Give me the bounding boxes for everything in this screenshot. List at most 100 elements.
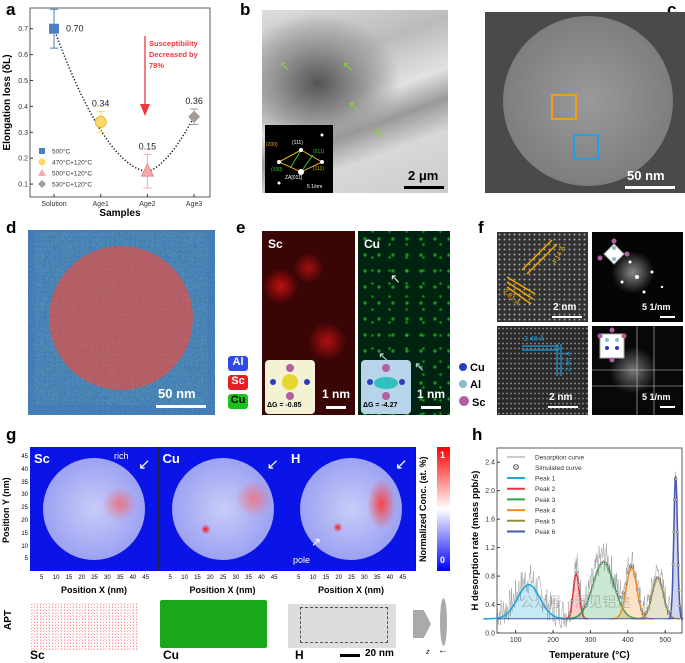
scale-bar (404, 186, 444, 189)
x-tick: 25 (348, 575, 355, 581)
arrow-icon: ↖ (342, 58, 354, 74)
x-tick: 20 (335, 575, 343, 581)
simulated-point (640, 608, 644, 612)
apt-label: APT (3, 610, 14, 630)
y-tick: 40 (21, 466, 28, 473)
arrow-icon: ↙ (138, 456, 151, 473)
x-tick-label: 400 (622, 637, 634, 644)
x-tick: 15 (194, 575, 201, 581)
scale-bar (421, 406, 441, 409)
scale-label: 2 nm (549, 392, 573, 403)
arrow-icon: ↖ (348, 98, 360, 114)
spot-label: (011) (313, 149, 325, 155)
y-tick-label: 0.3 (18, 130, 28, 137)
scale-label: 1 nm (322, 387, 351, 401)
simulated-point (620, 596, 623, 599)
simulated-point (584, 603, 587, 607)
peak-6 (667, 476, 684, 620)
spot-label: (100) (271, 167, 283, 173)
simulated-point (642, 612, 646, 615)
simulated-point (658, 578, 661, 582)
peak-2 (563, 572, 589, 620)
x-tick: 25 (91, 575, 98, 581)
simulated-point (599, 561, 603, 565)
y-tick-label: 0.4 (18, 104, 28, 111)
data-label: 0.34 (92, 99, 110, 109)
simulated-point (637, 600, 641, 603)
x-tick: 35 (245, 575, 252, 581)
hrtem-bottom: 2.43 Å 2.96 Å 2 nm (497, 326, 588, 415)
x-tick: 20 (206, 575, 214, 581)
legend-label: Cu (470, 362, 485, 374)
simulated-point (644, 611, 648, 615)
x-axis-label: Position X (nm) (189, 585, 256, 595)
scale-label: 50 nm (627, 168, 665, 183)
simulated-point (570, 599, 574, 603)
annotation-text: Decreased by (149, 50, 199, 59)
legend-label: Peak 4 (535, 508, 556, 515)
y-tick: 10 (21, 543, 28, 550)
y-tick: 45 (21, 454, 28, 460)
x-axis-label: Position X (nm) (318, 585, 384, 595)
y-tick: 35 (21, 479, 28, 486)
haadf-image: 50 nm (485, 12, 685, 193)
x-ticks: 5 10 15 20 25 30 35 40 45 (159, 575, 287, 583)
delta-g-label: ΔG = -4.27 (363, 402, 398, 409)
x-axis-label: Temperature (°C) (549, 650, 630, 661)
y-axis-label: Elongation loss (δL) (2, 54, 13, 150)
annotation-text: 78% (149, 61, 164, 70)
simulated-point (671, 562, 675, 566)
simulated-point (667, 610, 670, 614)
spot-label: (111) (313, 166, 324, 172)
simulated-point (626, 571, 630, 575)
y-ticks: 45 40 35 30 25 20 15 10 5 (16, 447, 28, 571)
x-tick-label: 200 (547, 637, 559, 644)
x-tick: 40 (386, 575, 394, 581)
simulated-point (631, 565, 635, 569)
simulated-point (675, 498, 679, 502)
panel-label-g: g (6, 425, 17, 444)
y-tick-label: 0.4 (485, 602, 495, 609)
annotation-text: Susceptibility (149, 39, 199, 48)
x-tick: 30 (361, 575, 368, 581)
map-disk (43, 458, 145, 560)
simulated-point (606, 565, 610, 569)
fft-top: 5 1/nm (592, 232, 683, 322)
legend-label: Desorption curve (535, 455, 585, 462)
arrow-icon: ↙ (395, 456, 408, 473)
legend-label: Al (470, 379, 481, 391)
arrow-icon: ↙ (266, 456, 280, 473)
data-point (49, 23, 59, 34)
simulated-point (672, 530, 676, 534)
data-point (140, 162, 155, 177)
arrow-icon: ↖ (374, 125, 386, 141)
apt-map-h: H ↙ pole ↗ (287, 447, 416, 571)
panel-label-a: a (6, 0, 16, 19)
apt-label-sc: Sc (30, 648, 45, 662)
x-axis-label: Samples (99, 208, 141, 219)
arrow-head (140, 104, 150, 116)
desorption-chart: 0.0 0.4 0.8 1.2 1.6 2.0 2.4 100 200 300 400 500 Temp… (470, 447, 684, 661)
simulated-point (673, 498, 676, 501)
x-tick: 10 (181, 575, 188, 581)
simulated-point (622, 591, 626, 595)
diffraction-inset: (200) (111) (011) (100) (111) ZA[011] 5 … (265, 125, 333, 193)
x-axis-label: Position X (nm) (61, 585, 127, 595)
atom-legend: Cu Al Sc (459, 362, 485, 409)
delta-g-label: ΔG = -0.85 (267, 402, 302, 409)
data-point (94, 115, 107, 128)
map-label: Cu (162, 451, 180, 466)
apt-map-cu: Cu ↙ (158, 447, 288, 571)
elongation-chart: 0.1 0.2 0.3 0.4 0.5 0.6 0.7 Solution Age1 Age2 Age… (2, 7, 211, 219)
cu-atom-icon (459, 363, 467, 371)
legend-label: Peak 6 (535, 529, 556, 536)
apt-label-h: H (295, 648, 304, 662)
scale-label: 2 μm (408, 168, 439, 183)
x-tick: 10 (309, 575, 317, 581)
data-label: 0.70 (66, 24, 84, 34)
x-tick: 45 (399, 575, 407, 581)
x-tick: 15 (322, 575, 330, 581)
arrow-left-icon: ← (438, 645, 448, 656)
legend-marker (38, 180, 46, 188)
